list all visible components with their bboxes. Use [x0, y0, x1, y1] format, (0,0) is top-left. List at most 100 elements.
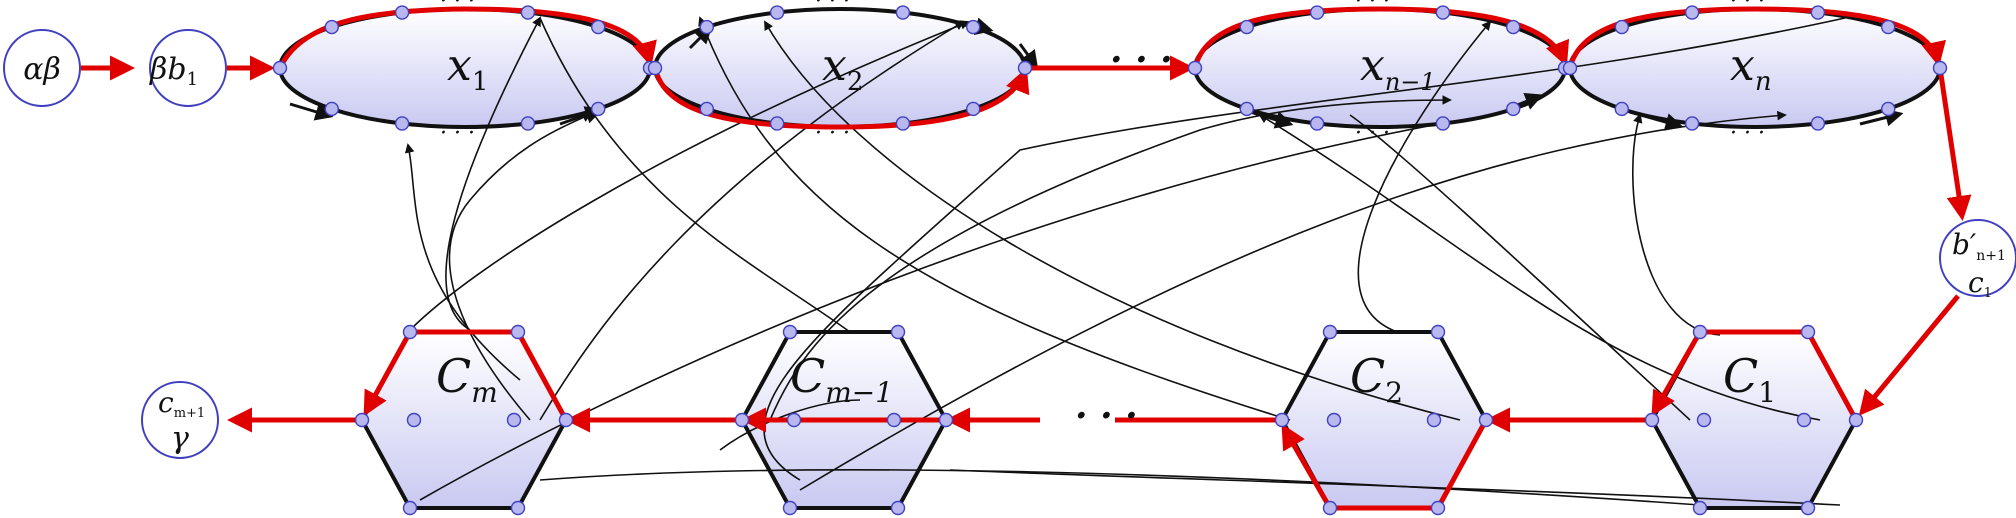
cm-subscript: m [471, 376, 498, 409]
vertex-x1-top-1 [394, 5, 410, 20]
vertex-x2-right [1017, 60, 1033, 76]
vertex-x2-top-0 [699, 19, 714, 35]
vertex-c2-corner-3 [1430, 500, 1446, 516]
vertex-x1-bottom-3 [591, 101, 606, 117]
ellipsis-x1-top: · · · [440, 0, 475, 14]
vertex-cm-corner-1 [510, 324, 526, 340]
vertex-x1-top-2 [520, 5, 536, 20]
hamiltonian-path [81, 6, 1972, 511]
vertex-xn-bottom-0 [1614, 101, 1630, 117]
svg-text:βb1: βb1 [149, 52, 198, 90]
c2-label: C [1350, 349, 1385, 403]
alpha-beta-label: αβ [23, 52, 61, 87]
vertex-xn-bottom-1 [1684, 116, 1700, 131]
vertex-c1-corner-5 [1644, 412, 1660, 428]
xn-1-subscript: n−1 [1385, 68, 1436, 96]
vertex-cm-1-corner-5 [734, 412, 750, 428]
vertex-c1-corner-3 [1800, 500, 1816, 516]
vertex-xn-top-1 [1684, 5, 1700, 20]
svg-text:xn: xn [1730, 40, 1772, 97]
c1-small-subscript: 1 [1984, 286, 1992, 301]
c1-subscript: 1 [1758, 376, 1776, 409]
vertex-xn-left [1562, 60, 1578, 76]
vertex-xn-1-bottom-3 [1505, 101, 1521, 117]
vertex-x1-top-0 [324, 19, 339, 35]
vertex-c1-corner-4 [1692, 500, 1708, 516]
vertex-cm-inner-right [506, 412, 522, 428]
vertex-c2-corner-2 [1478, 412, 1494, 428]
ellipsis-bottom: · · · [1075, 395, 1138, 437]
ellipsis-x2-top: · · · [815, 0, 850, 14]
vertex-xn-bottom-2 [1810, 116, 1826, 131]
vertex-cm-1-corner-1 [890, 324, 906, 340]
vertex-x2-bottom-0 [699, 101, 714, 117]
x2-subscript: 2 [847, 67, 864, 97]
vertex-x2-bottom-2 [895, 116, 911, 131]
vertex-xn-top-2 [1810, 5, 1826, 20]
vertex-cm-corner-3 [510, 500, 526, 516]
vertex-cm-corner-2 [558, 412, 574, 428]
vertex-x2-top-1 [769, 5, 785, 20]
bprime-subscript: n+1 [1976, 248, 2006, 264]
c2-subscript: 2 [1385, 376, 1403, 409]
vertex-c1-corner-2 [1848, 412, 1864, 428]
vertex-xn-1-left [1187, 60, 1203, 76]
vertex-xn-bottom-3 [1880, 101, 1896, 117]
svg-text:c1: c1 [1968, 266, 1992, 301]
svg-text:x2: x2 [822, 40, 863, 97]
vertex-cm-1-corner-0 [782, 324, 798, 340]
vertex-cm-1-inner-left [786, 412, 802, 428]
vertex-c2-corner-0 [1322, 324, 1338, 340]
node-alpha-beta: αβ [3, 29, 81, 107]
x2-label: x [822, 40, 847, 91]
xn-label: x [1730, 40, 1755, 91]
vertex-c1-corner-1 [1800, 324, 1816, 340]
ellipsis-xn-1-top: · · · [1355, 0, 1390, 14]
vertex-xn-top-0 [1614, 19, 1630, 35]
node-beta-b1: βb1 [149, 29, 227, 107]
vertex-cm-1-inner-right [886, 412, 902, 428]
beta-b1-label: βb [149, 52, 187, 87]
svg-text:Cm: Cm [436, 349, 498, 409]
ellipsis-x1-bottom: · · · [440, 121, 475, 146]
ellipsis-top: · · · [1110, 39, 1173, 81]
vertex-x1-bottom-0 [324, 101, 339, 117]
ellipsis-x2-bottom: · · · [815, 121, 850, 146]
c1-label: C [1723, 349, 1758, 403]
vertex-c2-corner-1 [1430, 324, 1446, 340]
x1-subscript: 1 [472, 67, 489, 97]
vertex-cm-corner-4 [402, 500, 418, 516]
xn-1-label: x [1360, 40, 1385, 91]
vertex-x2-bottom-3 [966, 101, 981, 117]
svg-text:cm+1: cm+1 [158, 386, 205, 421]
vertex-cm-inner-left [406, 412, 422, 428]
svg-text:x1: x1 [447, 40, 488, 97]
vertex-cm-corner-0 [402, 324, 418, 340]
vertex-x1-bottom-2 [520, 116, 536, 131]
vertex-xn-1-top-1 [1309, 5, 1325, 20]
vertex-x2-left [647, 60, 663, 76]
svg-text:xn−1: xn−1 [1360, 40, 1436, 96]
vertex-xn-right [1932, 60, 1948, 76]
vertex-x1-left [272, 60, 288, 76]
vertex-c2-corner-5 [1274, 412, 1290, 428]
cm1-label: c [158, 386, 174, 419]
cm-1-subscript: m−1 [825, 376, 893, 409]
vertex-xn-1-bottom-2 [1435, 116, 1451, 131]
ellipsis-xn-top: · · · [1730, 0, 1765, 14]
cm-label: C [436, 349, 471, 403]
vertex-xn-1-bottom-1 [1309, 116, 1325, 131]
vertex-x2-bottom-1 [769, 116, 785, 131]
vertex-c1-corner-0 [1692, 324, 1708, 340]
beta-b1-subscript: 1 [187, 69, 198, 90]
cm1-subscript: m+1 [174, 406, 206, 421]
vertex-x2-top-3 [966, 19, 981, 35]
vertex-cm-1-corner-4 [782, 500, 798, 516]
vertex-xn-1-bottom-0 [1239, 101, 1255, 117]
gadget-vertices [272, 5, 1948, 516]
connector-edges [404, 16, 1846, 506]
svg-text:Cm−1: Cm−1 [790, 349, 893, 409]
node-cm1-gamma: cm+1 γ [141, 381, 219, 459]
bprime-label: b′ [1952, 228, 1977, 261]
vertex-cm-1-corner-2 [938, 412, 954, 428]
